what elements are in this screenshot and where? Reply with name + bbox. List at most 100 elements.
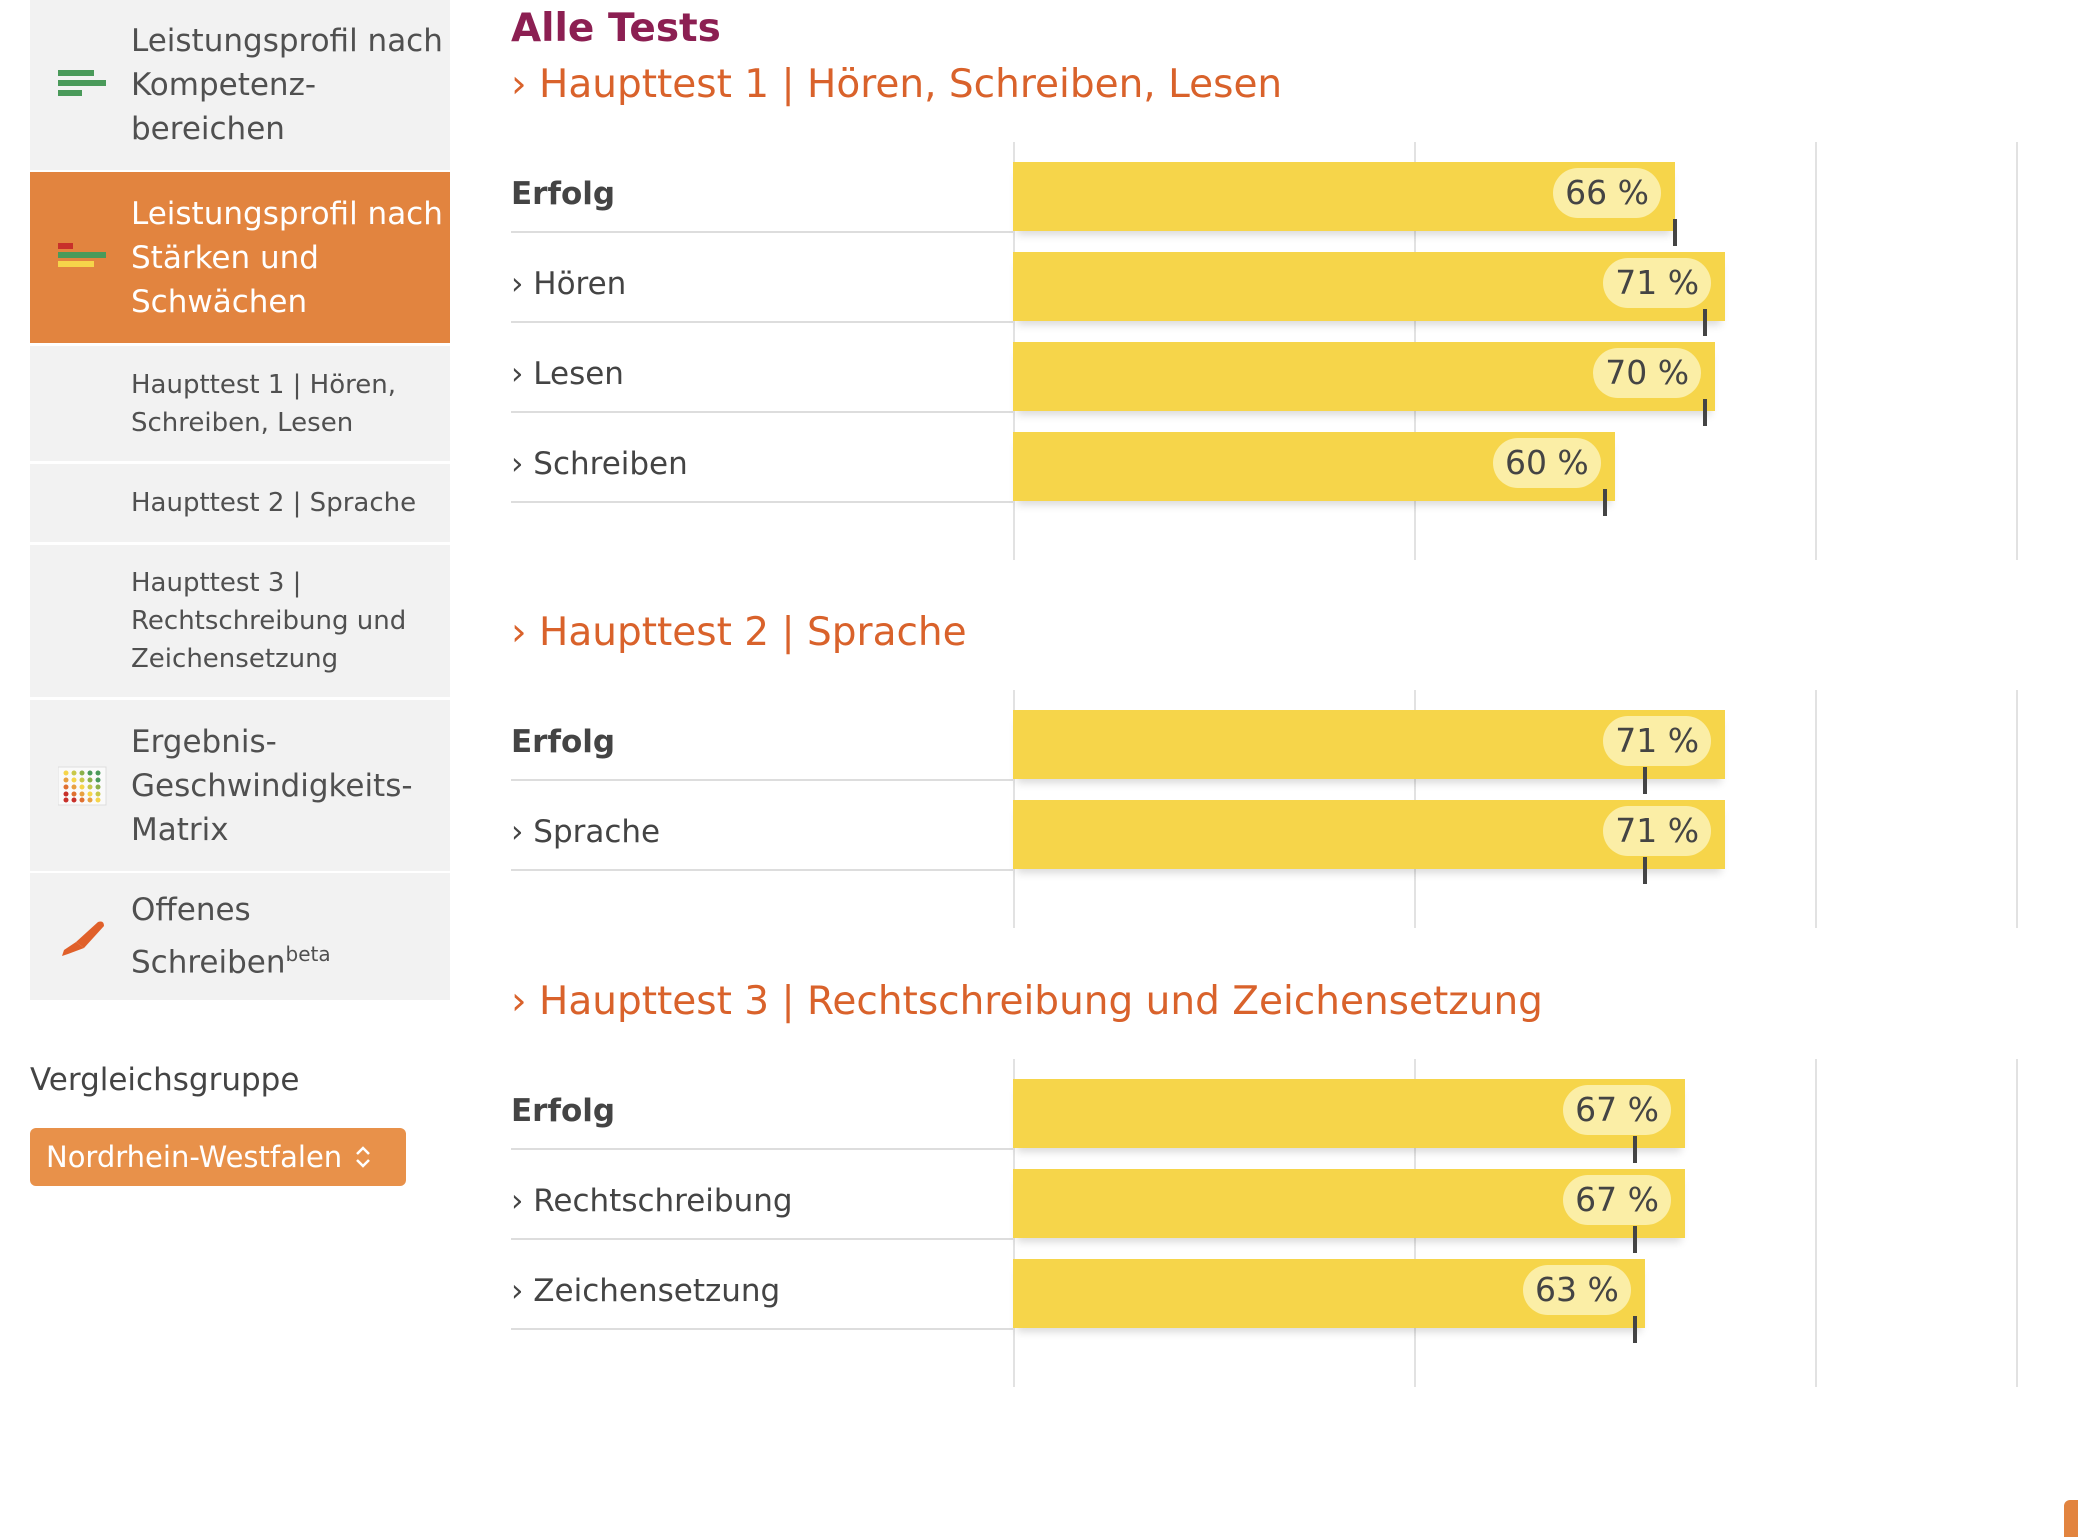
comparison-group-label: Vergleichsgruppe bbox=[30, 1062, 300, 1098]
value-label: 63 % bbox=[1523, 1265, 1631, 1315]
row-label[interactable]: › Zeichensetzung bbox=[511, 1273, 780, 1309]
row-label-text: Rechtschreibung bbox=[533, 1183, 793, 1219]
row-divider bbox=[511, 411, 1013, 413]
row-label-text: Sprache bbox=[533, 814, 661, 850]
section-heading[interactable]: › Haupttest 1 | Hören, Schreiben, Lesen bbox=[511, 62, 1282, 107]
row-label-erfolg: Erfolg bbox=[511, 1093, 615, 1129]
chevron-right-icon: › bbox=[511, 446, 534, 482]
row-label-text: Schreiben bbox=[533, 446, 688, 482]
value-label: 67 % bbox=[1563, 1175, 1671, 1225]
value-label: 71 % bbox=[1603, 806, 1712, 856]
row-label-text: Zeichensetzung bbox=[533, 1273, 781, 1309]
bar: 66 % bbox=[1013, 162, 1675, 231]
sidebar-item-label: Haupttest 1 | Hören, Schreiben, Lesen bbox=[131, 369, 397, 438]
pen-icon bbox=[62, 921, 104, 956]
comparison-marker bbox=[1632, 1226, 1637, 1253]
comparison-marker bbox=[1602, 489, 1607, 516]
chevron-right-icon: › bbox=[511, 266, 534, 302]
row-divider bbox=[511, 321, 1013, 323]
chevron-right-icon: › bbox=[511, 610, 539, 655]
row-label-erfolg: Erfolg bbox=[511, 176, 615, 212]
row-divider bbox=[511, 1328, 1013, 1330]
row-divider bbox=[511, 1238, 1013, 1240]
bar: 67 % bbox=[1013, 1169, 1685, 1238]
comparison-marker bbox=[1642, 767, 1647, 794]
gridline bbox=[2016, 1059, 2018, 1387]
section-heading[interactable]: › Haupttest 2 | Sprache bbox=[511, 610, 967, 655]
gridline bbox=[2016, 142, 2018, 560]
value-label: 67 % bbox=[1563, 1085, 1671, 1135]
sidebar-item-haupttest-3[interactable]: Haupttest 3 | Rechtschreibung und Zeiche… bbox=[30, 545, 450, 697]
bar-chart-strengths-icon bbox=[58, 242, 106, 267]
page-title: Alle Tests bbox=[511, 6, 721, 51]
comparison-group-select[interactable]: Nordrhein-Westfalen bbox=[30, 1128, 406, 1186]
chevron-right-icon: › bbox=[511, 62, 539, 107]
comparison-marker bbox=[1632, 1316, 1637, 1343]
gridline bbox=[1815, 690, 1818, 928]
sidebar-item-kompetenzbereiche[interactable]: Leistungsprofil nach Kompetenz-bereichen bbox=[30, 0, 450, 170]
gridline bbox=[1815, 1059, 1818, 1387]
row-divider bbox=[511, 1148, 1013, 1150]
chevron-right-icon: › bbox=[511, 979, 539, 1024]
comparison-marker bbox=[1703, 309, 1708, 336]
comparison-marker bbox=[1642, 857, 1647, 884]
scroll-top-icon[interactable] bbox=[2064, 1500, 2078, 1537]
row-label-text: Erfolg bbox=[511, 724, 616, 760]
sidebar-item-offenes-schreiben[interactable]: Offenes Schreibenbeta bbox=[30, 873, 450, 1000]
comparison-marker bbox=[1632, 1136, 1637, 1163]
bar: 60 % bbox=[1013, 432, 1615, 501]
bar: 67 % bbox=[1013, 1079, 1685, 1148]
sidebar-item-matrix[interactable]: Ergebnis-Geschwindigkeits-Matrix bbox=[30, 700, 450, 871]
bar: 71 % bbox=[1013, 800, 1726, 869]
sidebar-item-label: Leistungsprofil nach Stärken und Schwäch… bbox=[131, 195, 443, 320]
row-label[interactable]: › Schreiben bbox=[511, 446, 688, 482]
bar: 71 % bbox=[1013, 710, 1726, 779]
section-title: Haupttest 1 | Hören, Schreiben, Lesen bbox=[539, 62, 1283, 107]
row-label[interactable]: › Lesen bbox=[511, 356, 624, 392]
value-label: 66 % bbox=[1553, 168, 1661, 218]
comparison-marker bbox=[1672, 219, 1677, 246]
value-label: 71 % bbox=[1603, 258, 1712, 308]
sidebar-item-label: Haupttest 3 | Rechtschreibung und Zeiche… bbox=[131, 568, 407, 674]
row-label-text: Lesen bbox=[533, 356, 624, 392]
row-label-text: Hören bbox=[533, 266, 627, 302]
sidebar-item-haupttest-2[interactable]: Haupttest 2 | Sprache bbox=[30, 464, 450, 542]
sidebar-item-label: Haupttest 2 | Sprache bbox=[131, 488, 417, 518]
chevron-up-down-icon bbox=[356, 1146, 371, 1168]
row-divider bbox=[511, 869, 1013, 871]
row-divider bbox=[511, 231, 1013, 233]
row-label-erfolg: Erfolg bbox=[511, 724, 615, 760]
sidebar-item-label: Offenes Schreiben bbox=[131, 892, 286, 981]
row-divider bbox=[511, 779, 1013, 781]
bar-chart-green-icon bbox=[58, 70, 106, 96]
bar: 71 % bbox=[1013, 252, 1726, 321]
chevron-right-icon: › bbox=[511, 814, 534, 850]
row-label[interactable]: › Hören bbox=[511, 266, 626, 302]
gridline bbox=[1815, 142, 1818, 560]
section-title: Haupttest 3 | Rechtschreibung und Zeiche… bbox=[539, 979, 1543, 1024]
row-label-text: Erfolg bbox=[511, 176, 616, 212]
sidebar-item-haupttest-1[interactable]: Haupttest 1 | Hören, Schreiben, Lesen bbox=[30, 346, 450, 461]
sidebar-item-label: Leistungsprofil nach Kompetenz-bereichen bbox=[131, 23, 443, 147]
sidebar-item-staerken-schwaechen[interactable]: Leistungsprofil nach Stärken und Schwäch… bbox=[30, 172, 450, 343]
row-label[interactable]: › Sprache bbox=[511, 814, 660, 850]
comparison-group-value: Nordrhein-Westfalen bbox=[46, 1140, 343, 1174]
row-divider bbox=[511, 501, 1013, 503]
value-label: 71 % bbox=[1603, 716, 1712, 766]
chevron-right-icon: › bbox=[511, 1183, 534, 1219]
value-label: 60 % bbox=[1492, 438, 1601, 488]
beta-badge: beta bbox=[285, 942, 331, 967]
bar: 63 % bbox=[1013, 1259, 1645, 1328]
comparison-marker bbox=[1703, 399, 1708, 426]
chevron-right-icon: › bbox=[511, 356, 534, 392]
sidebar-item-label: Ergebnis-Geschwindigkeits-Matrix bbox=[131, 723, 413, 848]
section-heading[interactable]: › Haupttest 3 | Rechtschreibung und Zeic… bbox=[511, 979, 1543, 1024]
section-title: Haupttest 2 | Sprache bbox=[539, 610, 967, 655]
chevron-right-icon: › bbox=[511, 1273, 534, 1309]
row-label-text: Erfolg bbox=[511, 1093, 616, 1129]
gridline bbox=[2016, 690, 2018, 928]
value-label: 70 % bbox=[1593, 348, 1702, 398]
row-label[interactable]: › Rechtschreibung bbox=[511, 1183, 793, 1219]
matrix-icon bbox=[58, 766, 107, 805]
bar: 70 % bbox=[1013, 342, 1716, 411]
